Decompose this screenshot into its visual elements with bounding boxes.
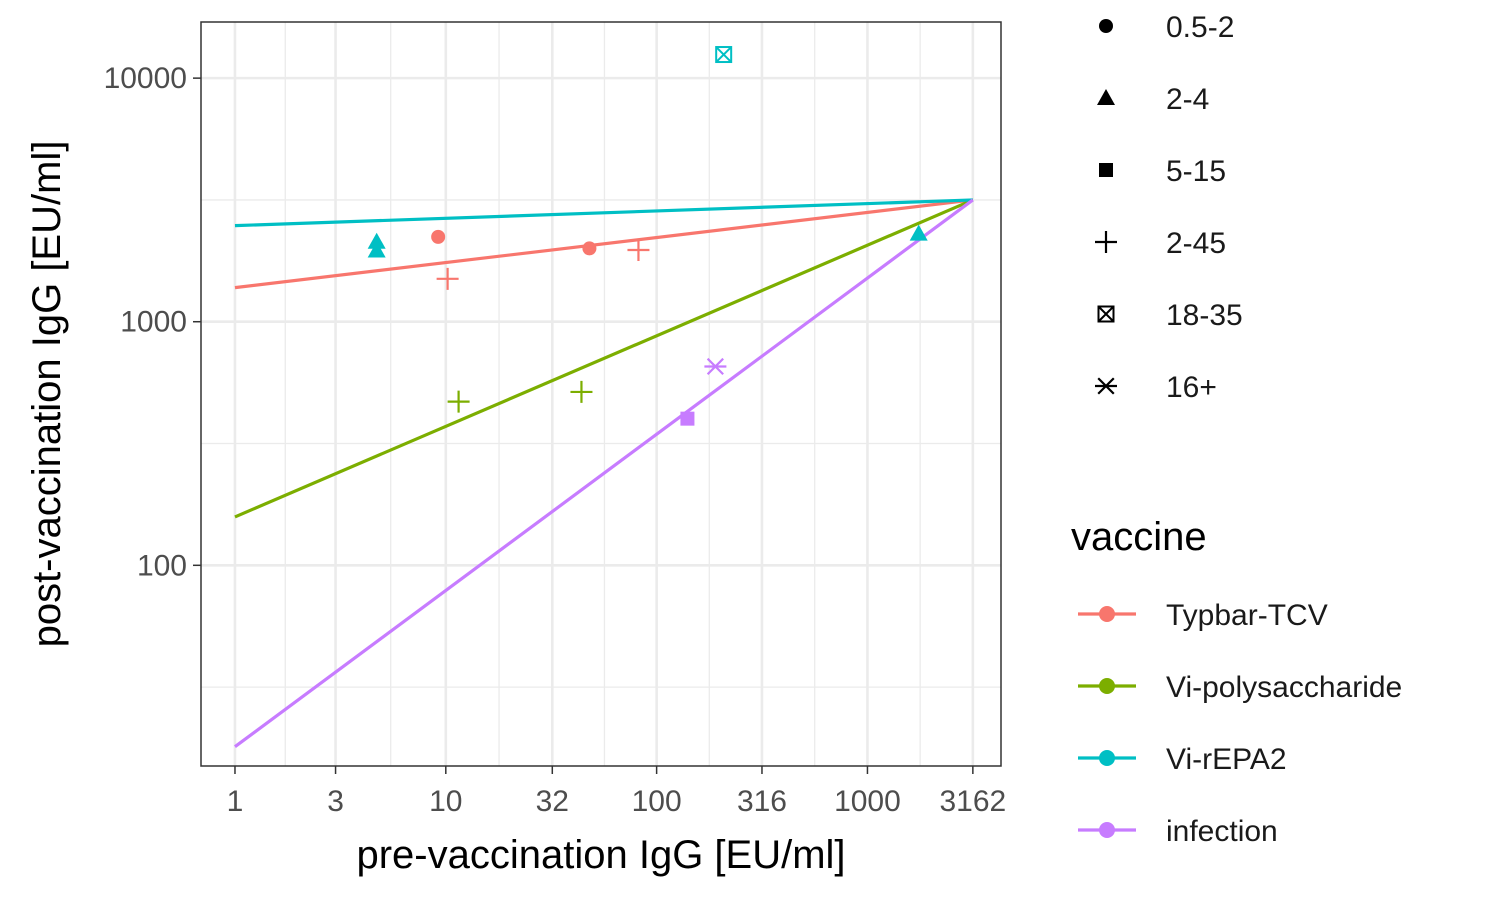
vaccine-legend-item: infection: [1078, 815, 1278, 848]
shape-legend-key: [1099, 163, 1113, 177]
data-point-vi-polysaccharide: [447, 390, 470, 413]
x-axis-title: pre-vaccination IgG [EU/ml]: [356, 833, 845, 877]
data-point-vi-repa2: [715, 46, 733, 64]
data-point-vi-repa2: [367, 232, 386, 249]
legend-point-key: [1099, 750, 1115, 766]
plus-marker: [570, 380, 593, 403]
square-marker: [680, 411, 695, 426]
boxtimes-marker-cross: [1097, 305, 1115, 323]
vaccine-legend-item: Vi-polysaccharide: [1078, 671, 1402, 704]
fit-line-vi-polysaccharide: [234, 198, 974, 519]
shape-legend-label: 16+: [1166, 371, 1217, 404]
triangle-marker: [367, 232, 386, 249]
boxtimes-marker-cross: [715, 46, 732, 63]
y-tick-label: 1000: [120, 306, 187, 339]
legend-point-key: [1099, 606, 1115, 622]
data-point-typbar-tcv: [582, 241, 597, 256]
triangle-marker: [367, 241, 386, 258]
vaccine-legend-item: Typbar-TCV: [1078, 599, 1328, 632]
data-point-infection: [704, 357, 727, 376]
triangle-marker: [909, 224, 928, 241]
shape-legend-label: 2-45: [1166, 227, 1226, 260]
boxtimes-marker-box: [715, 46, 733, 64]
x-tick-label: 1000: [834, 785, 901, 818]
fit-lines: [234, 198, 974, 748]
shape-legend-label: 18-35: [1166, 299, 1243, 332]
vaccine-legend-label: Vi-rEPA2: [1166, 743, 1287, 776]
shape-legend-label: 2-4: [1166, 83, 1209, 116]
shape-legend-label: 5-15: [1166, 155, 1226, 188]
circle-marker: [582, 241, 597, 256]
vaccine-legend-label: infection: [1166, 815, 1278, 848]
legend-point-key: [1099, 822, 1115, 838]
grid: [201, 22, 1001, 766]
shape-legend-key: [1097, 305, 1115, 323]
shape-legend-key: [1095, 377, 1117, 395]
data-point-vi-repa2: [367, 241, 386, 258]
y-axis-title: post-vaccination IgG [EU/ml]: [25, 141, 69, 648]
plus-marker: [627, 238, 650, 261]
asterisk-marker: [1095, 377, 1117, 395]
plus-marker: [436, 267, 459, 290]
vaccine-legend-item: Vi-rEPA2: [1078, 743, 1287, 776]
x-tick-label: 316: [737, 785, 787, 818]
y-tick-label: 10000: [104, 62, 187, 95]
shape-legend-key: [1097, 89, 1115, 105]
fit-line-infection: [234, 198, 974, 748]
plus-marker: [447, 390, 470, 413]
circle-marker: [431, 229, 446, 244]
x-tick-label: 100: [632, 785, 682, 818]
boxtimes-marker-box: [1097, 305, 1115, 323]
data-points: [367, 46, 928, 426]
vaccine-legend-label: Vi-polysaccharide: [1166, 671, 1402, 704]
shape-legend-label: 0.5-2: [1166, 11, 1234, 44]
vaccine-legend-label: Typbar-TCV: [1166, 599, 1328, 632]
circle-marker: [1099, 19, 1113, 33]
data-point-typbar-tcv: [431, 229, 446, 244]
fit-line-vi-repa2: [234, 198, 973, 228]
plot-panel-border: [200, 21, 1002, 767]
x-tick-label: 1: [227, 785, 244, 818]
vaccine-legend-title: vaccine: [1071, 515, 1207, 559]
data-point-vi-repa2: [909, 224, 928, 241]
shape-legend: 0.5-2 2-4 5-15 2-45 18-35 16+: [1095, 11, 1243, 404]
x-tick-label: 32: [536, 785, 569, 818]
x-tick-label: 3: [327, 785, 344, 818]
square-marker: [1099, 163, 1113, 177]
x-tick-label: 3162: [939, 785, 1006, 818]
fit-line-typbar-tcv: [234, 198, 974, 290]
x-tick-label: 10: [429, 785, 462, 818]
triangle-marker: [1097, 89, 1115, 105]
legend-point-key: [1099, 678, 1115, 694]
data-point-infection: [680, 411, 695, 426]
data-point-typbar-tcv: [627, 238, 650, 261]
vaccine-legend: Typbar-TCV Vi-polysaccharide Vi-rEPA2 infec…: [1078, 599, 1402, 848]
data-point-typbar-tcv: [436, 267, 459, 290]
shape-legend-key: [1099, 19, 1113, 33]
data-point-vi-polysaccharide: [570, 380, 593, 403]
asterisk-marker: [704, 357, 727, 376]
plus-marker: [1095, 231, 1117, 253]
shape-legend-key: [1095, 231, 1117, 253]
y-tick-label: 100: [137, 549, 187, 582]
axes: 1 3 10 32 100 316 1000 3162 100 1000 10000: [104, 62, 1007, 818]
